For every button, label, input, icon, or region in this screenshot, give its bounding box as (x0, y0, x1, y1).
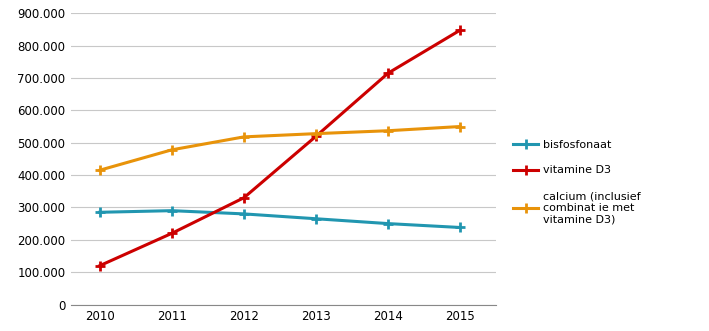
Legend: bisfosfonaat, vitamine D3, calcium (inclusief
combinat ie met
vitamine D3): bisfosfonaat, vitamine D3, calcium (incl… (509, 135, 645, 229)
